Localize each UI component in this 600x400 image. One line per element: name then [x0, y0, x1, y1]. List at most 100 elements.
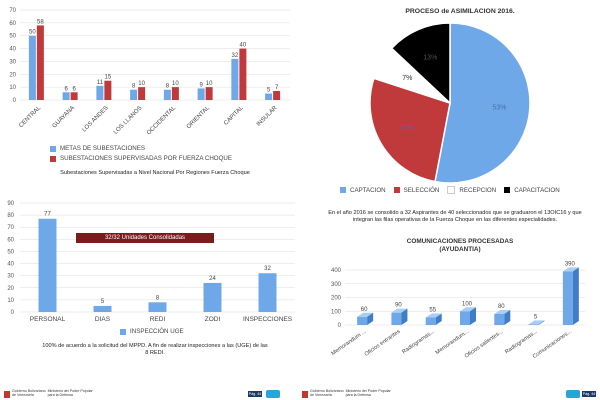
legend-swatch-inspeccion [120, 328, 126, 335]
y-tick-label: 300 [331, 282, 342, 288]
legend-item-seleccion: SELECCIÓN [393, 186, 440, 194]
footer-brand-line1-right: Gobierno Bolivariano [310, 389, 344, 394]
y-tick-label: 100 [331, 309, 342, 315]
legend-label-capacitacion: CAPACITACION [514, 186, 560, 194]
data-label: 100 [462, 301, 473, 307]
footer-ministry-left: Ministerio del Poder Popular para la Defe… [47, 389, 93, 398]
bar-side [367, 312, 374, 325]
footer-brand-line1: Gobierno Bolivariano [12, 389, 46, 394]
bar [93, 305, 112, 312]
y-tick-label: 30 [9, 59, 16, 65]
y-tick-label: 40 [7, 262, 14, 268]
bar [239, 48, 247, 100]
y-tick-label: 20 [7, 286, 14, 292]
bar [205, 87, 213, 100]
chart-asimilacion: 53% 27% 7% 13% [369, 22, 531, 184]
data-label: 15 [105, 75, 112, 81]
bar-top [528, 320, 545, 325]
x-tick-label: GUAYANA [52, 105, 76, 129]
bar [357, 316, 368, 325]
pie-slice [369, 77, 451, 183]
data-label: 32 [232, 53, 239, 59]
footer-logo-right: Gobierno Bolivariano de Venezuela Ministe… [302, 389, 391, 398]
bar-top [391, 308, 408, 313]
x-tick-label: DIAS [95, 316, 111, 323]
data-label: 10 [138, 81, 145, 87]
bar [130, 89, 138, 100]
x-tick-label: Oficios salientes... [464, 328, 505, 359]
data-label: 6 [72, 86, 76, 92]
y-tick-label: 40 [9, 47, 16, 53]
y-tick-label: 80 [7, 213, 14, 219]
y-tick-label: 10 [9, 85, 16, 91]
footer-logo-left: Gobierno Bolivariano de Venezuela Ministe… [4, 389, 93, 398]
pie-title: PROCESO de ASIMILACION 2016. [405, 8, 515, 15]
data-label: 5 [267, 88, 271, 94]
page-tag-left: Pág. 44 [248, 391, 262, 397]
y-tick-label: 400 [331, 268, 342, 274]
legend-label-inspeccion: INSPECCIÓN UGE [130, 328, 184, 335]
x-tick-label: Oficios entrantes [364, 329, 402, 358]
y-tick-label: 30 [7, 274, 14, 280]
footer-brand-right: Gobierno Bolivariano de Venezuela [310, 389, 344, 398]
x-tick-label: INSULAR [256, 105, 279, 128]
data-label: 10 [206, 81, 213, 87]
footer-brand-line2: de Venezuela [12, 393, 34, 397]
data-label: 10 [172, 81, 179, 87]
x-tick-label: LOS LLANOS [113, 105, 144, 136]
bar-top [425, 313, 442, 318]
bar [391, 312, 402, 325]
legend-label-supervisadas: SUBESTACIONES SUPERVISADAS POR FUERZA CH… [60, 155, 233, 162]
legend-item-inspeccion: INSPECCIÓN UGE [120, 328, 184, 335]
legend-swatch-seleccion [393, 187, 400, 193]
x-tick-label: ORIENTAL [186, 105, 212, 131]
pie-value-label: 13% [423, 54, 437, 61]
bar [148, 302, 167, 312]
y-tick-label: 90 [7, 201, 14, 207]
data-label: 5 [534, 314, 538, 320]
y-tick-label: 0 [13, 98, 17, 104]
legend-swatch-captacion [340, 187, 346, 193]
bar [163, 89, 171, 100]
caption-asimilacion: En el año 2016 se consolido a 32 Aspiran… [328, 210, 582, 224]
x-tick-label: Radiogramas... [401, 328, 436, 355]
legend-swatch-metas [50, 145, 56, 152]
bar [528, 324, 539, 325]
data-label: 50 [29, 30, 36, 36]
mini-logo-icon [266, 390, 280, 398]
y-tick-label: 200 [331, 296, 342, 302]
page-tag-right: Pág. 44 [582, 391, 596, 397]
legend-item-metas: METAS DE SUBESTACIONES [50, 145, 145, 152]
footer-ministry-line1: Ministerio del Poder Popular [47, 389, 93, 394]
data-label: 55 [429, 307, 436, 313]
y-tick-label: 60 [9, 21, 16, 27]
legend-label-captacion: CAPTACION [350, 186, 386, 194]
pie-slice [434, 22, 531, 184]
footer-brand-line2-right: de Venezuela [310, 393, 332, 397]
data-label: 32 [264, 266, 271, 272]
y-tick-label: 0 [338, 323, 342, 329]
x-tick-label: CAPITAL [223, 105, 245, 127]
x-tick-label: PERSONAL [30, 316, 66, 323]
legend-label-seleccion: SELECCIÓN [403, 186, 440, 194]
y-tick-label: 10 [7, 298, 14, 304]
data-label: 390 [565, 261, 576, 267]
flag-icon-right [302, 390, 308, 398]
comunicaciones-title: COMUNICACIONES PROCESADAS [406, 238, 514, 245]
legend-label-recepcion: RECEPCION [459, 186, 497, 194]
bar [197, 88, 205, 100]
bar [258, 273, 277, 312]
bar [562, 271, 573, 325]
bar [231, 58, 239, 100]
bar [36, 25, 44, 100]
y-tick-label: 50 [7, 249, 14, 255]
data-label: 8 [166, 84, 170, 90]
data-label: 80 [498, 304, 505, 310]
caption-inspecciones: 100% de acuerdo a la solicitud del MPPD.… [42, 343, 268, 357]
legend-item-recepcion: RECEPCION [447, 186, 496, 194]
x-tick-label: Memorandum... [435, 328, 471, 356]
data-label: 8 [156, 295, 160, 301]
data-label: 7 [275, 85, 279, 91]
data-label: 24 [209, 276, 216, 282]
